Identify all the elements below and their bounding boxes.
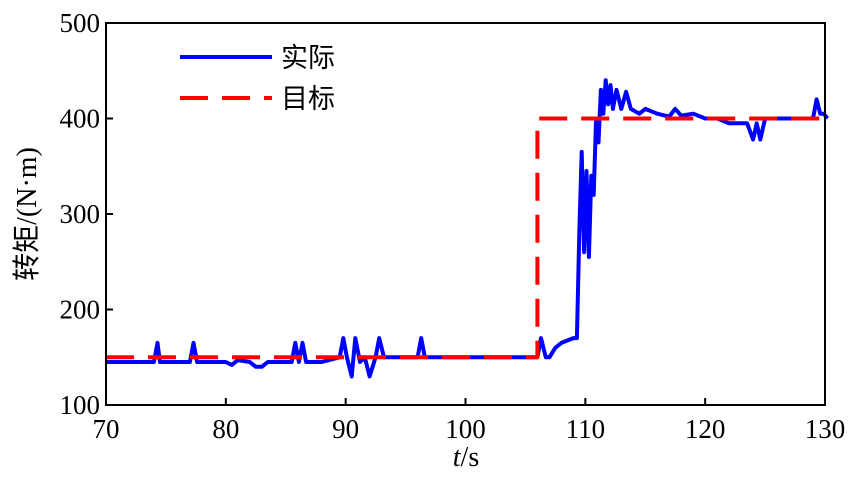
legend: 实际 目标 bbox=[180, 43, 335, 115]
x-tick-label: 70 bbox=[93, 414, 120, 444]
plot-frame bbox=[105, 22, 826, 406]
y-axis-label: 转矩/(N·m) bbox=[11, 147, 43, 281]
legend-label-actual: 实际 bbox=[281, 43, 335, 74]
x-tick-label: 130 bbox=[805, 414, 846, 444]
x-tick-label: 100 bbox=[445, 414, 486, 444]
y-tick-label: 200 bbox=[60, 295, 101, 325]
x-tick-label: 80 bbox=[212, 414, 239, 444]
x-axis: 70 80 90 100 110 120 130 bbox=[93, 398, 846, 444]
x-tick-label: 120 bbox=[685, 414, 726, 444]
y-tick-label: 300 bbox=[60, 199, 101, 229]
y-tick-label: 500 bbox=[60, 8, 101, 38]
series-line-actual bbox=[106, 78, 830, 379]
series-line-target bbox=[106, 116, 825, 360]
x-tick-label: 90 bbox=[332, 414, 359, 444]
y-tick-label: 100 bbox=[60, 390, 101, 420]
legend-label-target: 目标 bbox=[281, 84, 335, 115]
x-tick-label: 110 bbox=[566, 414, 606, 444]
x-axis-label: t/s bbox=[453, 442, 479, 473]
plot-series bbox=[106, 78, 830, 379]
y-axis: 100 200 300 400 500 bbox=[60, 8, 113, 420]
y-tick-label: 400 bbox=[60, 104, 101, 134]
